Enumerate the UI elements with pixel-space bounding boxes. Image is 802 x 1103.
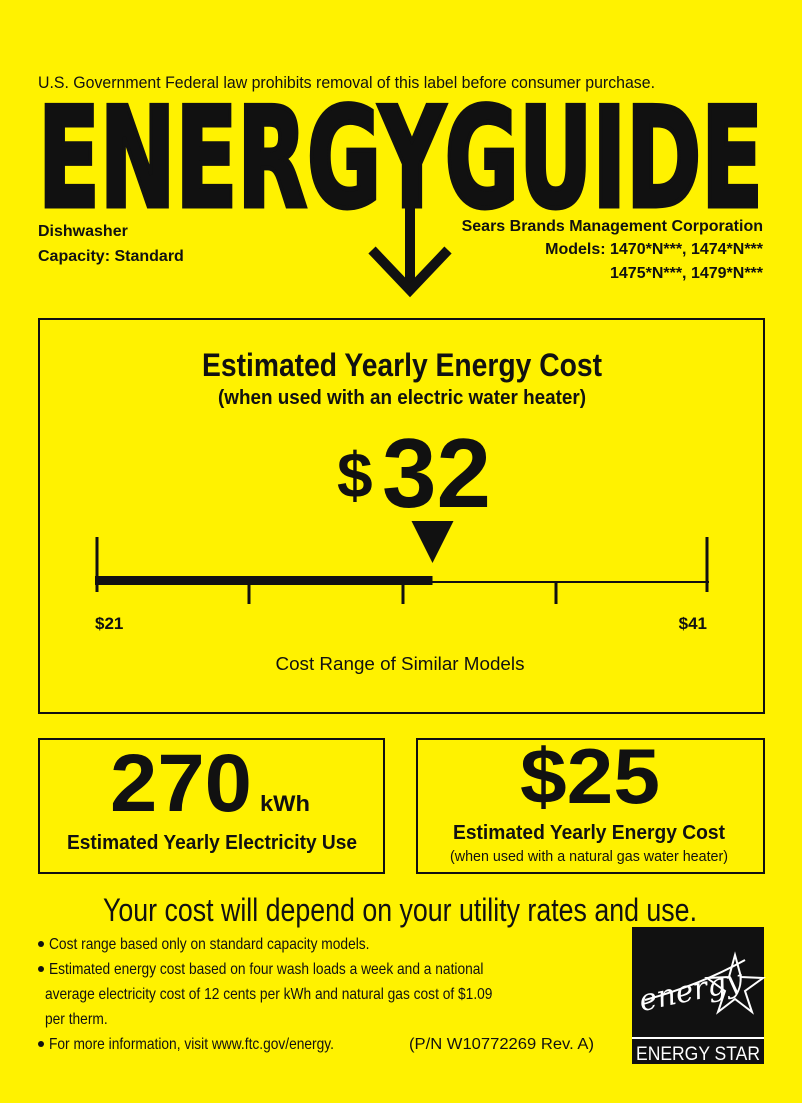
models: 1475*N***, 1479*N***	[610, 265, 764, 282]
cost-scale	[95, 521, 709, 604]
gas-caption: Estimated Yearly Energy Cost	[453, 822, 725, 844]
electricity-unit: kWh	[260, 791, 310, 816]
bullet-text: per therm.	[45, 1011, 108, 1028]
cost-currency: $	[337, 439, 373, 511]
bullet-text: average electricity cost of 12 cents per…	[45, 986, 493, 1003]
range-caption: Cost Range of Similar Models	[276, 654, 525, 674]
range-high: $41	[679, 614, 707, 633]
bullet	[38, 1041, 44, 1047]
manufacturer: Sears Brands Management Corporation	[462, 218, 763, 235]
cost-title: Estimated Yearly Energy Cost	[202, 347, 602, 383]
capacity: Capacity: Standard	[38, 248, 184, 265]
cost-subtitle: (when used with an electric water heater…	[218, 387, 586, 409]
models: Models: 1470*N***, 1474*N***	[545, 241, 764, 258]
headline: Your cost will depend on your utility ra…	[103, 892, 697, 928]
gas-amount: $25	[520, 732, 660, 820]
bullet-text: Estimated energy cost based on four wash…	[49, 961, 483, 978]
electricity-amount: 270	[110, 738, 252, 829]
part-number: (P/N W10772269 Rev. A)	[409, 1036, 594, 1053]
cost-amount: 32	[382, 418, 491, 528]
bullet-text: For more information, visit www.ftc.gov/…	[49, 1036, 334, 1053]
logo-arrow	[368, 200, 452, 298]
logo-title: ENERGYGUIDE	[38, 78, 763, 239]
product-type: Dishwasher	[38, 223, 128, 240]
gas-subtitle: (when used with a natural gas water heat…	[450, 848, 728, 865]
electricity-caption: Estimated Yearly Electricity Use	[67, 832, 357, 854]
energy-star-logo: energy ENERGY STAR	[632, 927, 766, 1065]
bullet	[38, 966, 44, 972]
gas-box	[416, 738, 765, 874]
bullet-list: Cost range based only on standard capaci…	[38, 936, 493, 1053]
bullet-text: Cost range based only on standard capaci…	[49, 936, 369, 953]
energy-star-label: ENERGY STAR	[636, 1044, 760, 1065]
cost-bar	[95, 576, 433, 585]
electricity-box	[38, 738, 385, 874]
cost-marker	[411, 521, 454, 563]
notice: U.S. Government Federal law prohibits re…	[38, 73, 655, 92]
cost-box	[38, 318, 765, 714]
bullet	[38, 941, 44, 947]
range-low: $21	[95, 614, 123, 633]
